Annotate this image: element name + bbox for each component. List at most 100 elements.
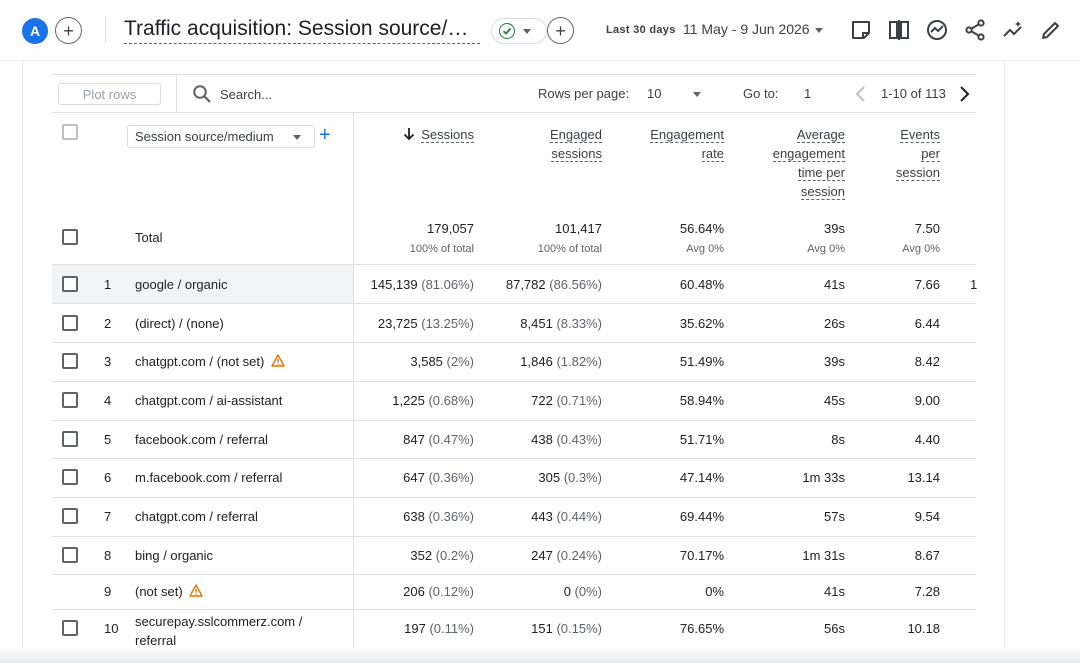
bottom-shadow: [0, 648, 1080, 663]
pencil-icon: [1042, 22, 1059, 39]
row-engaged: 443 (0.44%): [531, 509, 602, 524]
row-divider: [52, 609, 976, 610]
row-dimension: chatgpt.com / ai-assistant: [135, 393, 283, 408]
status-dropdown[interactable]: [491, 18, 547, 44]
previous-page-button[interactable]: [852, 84, 870, 104]
report-title[interactable]: Traffic acquisition: Session source/medi…: [124, 17, 480, 44]
rows-per-page-select[interactable]: 10: [647, 86, 662, 101]
row-events: 6.44: [914, 316, 940, 331]
add-dimension-button[interactable]: +: [319, 124, 331, 146]
row-checkbox[interactable]: [62, 469, 78, 485]
total-events-sub: Avg 0%: [902, 243, 940, 255]
row-dimension: chatgpt.com / referral: [135, 509, 258, 524]
share-icon: [965, 19, 985, 41]
date-preset-label: Last 30 days: [606, 24, 676, 36]
column-header-engagement-rate[interactable]: Engagement rate: [650, 127, 724, 162]
share-button[interactable]: [963, 18, 987, 42]
row-checkbox[interactable]: [62, 315, 78, 331]
edit-report-button[interactable]: [1039, 18, 1063, 42]
add-comparison-button[interactable]: +: [55, 17, 82, 44]
compare-icon: [889, 20, 909, 40]
rows-per-page-label: Rows per page:: [538, 86, 630, 101]
row-hover-highlight: [52, 265, 353, 303]
page-range: 1-10 of 113: [881, 86, 946, 101]
row-avg-time: 41s: [824, 277, 845, 292]
row-engaged: 438 (0.43%): [531, 432, 602, 447]
chevron-down-icon: [293, 135, 301, 140]
sort-descending-icon[interactable]: [402, 127, 416, 141]
row-engaged: 722 (0.71%): [531, 393, 602, 408]
header-checkbox[interactable]: [62, 124, 78, 140]
row-sessions: 3,585 (2%): [410, 354, 474, 369]
date-range-picker[interactable]: 11 May - 9 Jun 2026: [683, 21, 810, 37]
dimension-selector[interactable]: Session source/medium: [127, 125, 315, 148]
row-events: 4.40: [914, 432, 940, 447]
row-avg-time: 45s: [824, 393, 845, 408]
chevron-down-icon[interactable]: [815, 28, 823, 33]
chevron-down-icon[interactable]: [693, 92, 701, 97]
row-index: 8: [104, 548, 112, 563]
row-checkbox[interactable]: [62, 353, 78, 369]
total-checkbox[interactable]: [62, 229, 78, 245]
row-checkbox[interactable]: [62, 508, 78, 524]
row-rate: 0%: [705, 584, 724, 599]
row-checkbox[interactable]: [62, 547, 78, 563]
row-avg-time: 39s: [824, 354, 845, 369]
search-input[interactable]: [220, 84, 420, 104]
column-header-sessions[interactable]: Sessions: [421, 127, 474, 143]
row-divider: [52, 420, 976, 421]
row-rate: 76.65%: [679, 621, 724, 636]
row-dimension: securepay.sslcommerz.com / referral: [135, 614, 303, 648]
row-avg-time: 56s: [824, 621, 845, 636]
total-rate: 56.64%: [679, 221, 724, 236]
customize-report-button[interactable]: [849, 18, 873, 42]
column-header-avg-engagement-time[interactable]: Average engagement time per session: [772, 127, 845, 200]
row-divider: [52, 303, 976, 304]
total-events: 7.50: [914, 221, 940, 236]
row-checkbox[interactable]: [62, 620, 78, 636]
row-index: 6: [104, 470, 112, 485]
chevron-down-icon: [523, 28, 531, 34]
row-checkbox[interactable]: [62, 276, 78, 292]
plot-rows-button[interactable]: Plot rows: [58, 83, 161, 105]
edit-note-icon: [852, 21, 870, 39]
dimension-column-divider: [353, 113, 354, 648]
column-header-events-per-session[interactable]: Events per session: [895, 127, 940, 181]
row-divider: [52, 342, 976, 343]
row-dimension: m.facebook.com / referral: [135, 470, 283, 485]
trend-insights-button[interactable]: [1001, 18, 1025, 42]
warning-icon: [189, 584, 204, 597]
row-rate: 51.49%: [679, 354, 724, 369]
goto-page-input[interactable]: 1: [804, 86, 812, 101]
total-rate-sub: Avg 0%: [686, 243, 724, 255]
row-events: 13.14: [907, 470, 940, 485]
row-checkbox[interactable]: [62, 392, 78, 408]
row-index: 1: [104, 277, 112, 292]
row-index: 5: [104, 432, 112, 447]
row-divider: [52, 497, 976, 498]
total-engaged: 101,417: [555, 221, 602, 236]
row-dimension: bing / organic: [135, 548, 214, 563]
account-avatar[interactable]: A: [22, 18, 48, 44]
row-index: 7: [104, 509, 112, 524]
total-engaged-sub: 100% of total: [537, 243, 602, 255]
add-filter-button[interactable]: +: [547, 17, 574, 44]
row-avg-time: 57s: [824, 509, 845, 524]
row-sessions: 352 (0.2%): [410, 548, 474, 563]
row-engaged: 8,451 (8.33%): [520, 316, 602, 331]
row-avg-time: 41s: [824, 584, 845, 599]
insights-button[interactable]: [925, 18, 949, 42]
row-sessions: 1,225 (0.68%): [392, 393, 474, 408]
next-page-button[interactable]: [955, 84, 973, 104]
dimension-label: Session source/medium: [135, 129, 274, 144]
row-index: 10: [104, 621, 119, 636]
row-checkbox[interactable]: [62, 431, 78, 447]
row-avg-time: 1m 31s: [802, 548, 845, 563]
compare-button[interactable]: [887, 18, 911, 42]
row-divider: [52, 458, 976, 459]
row-avg-time: 26s: [824, 316, 845, 331]
row-dimension: (direct) / (none): [135, 316, 224, 331]
toolbar-divider-bottom: [52, 112, 976, 113]
row-dimension: facebook.com / referral: [135, 432, 268, 447]
column-header-engaged-sessions[interactable]: Engaged sessions: [549, 127, 602, 162]
